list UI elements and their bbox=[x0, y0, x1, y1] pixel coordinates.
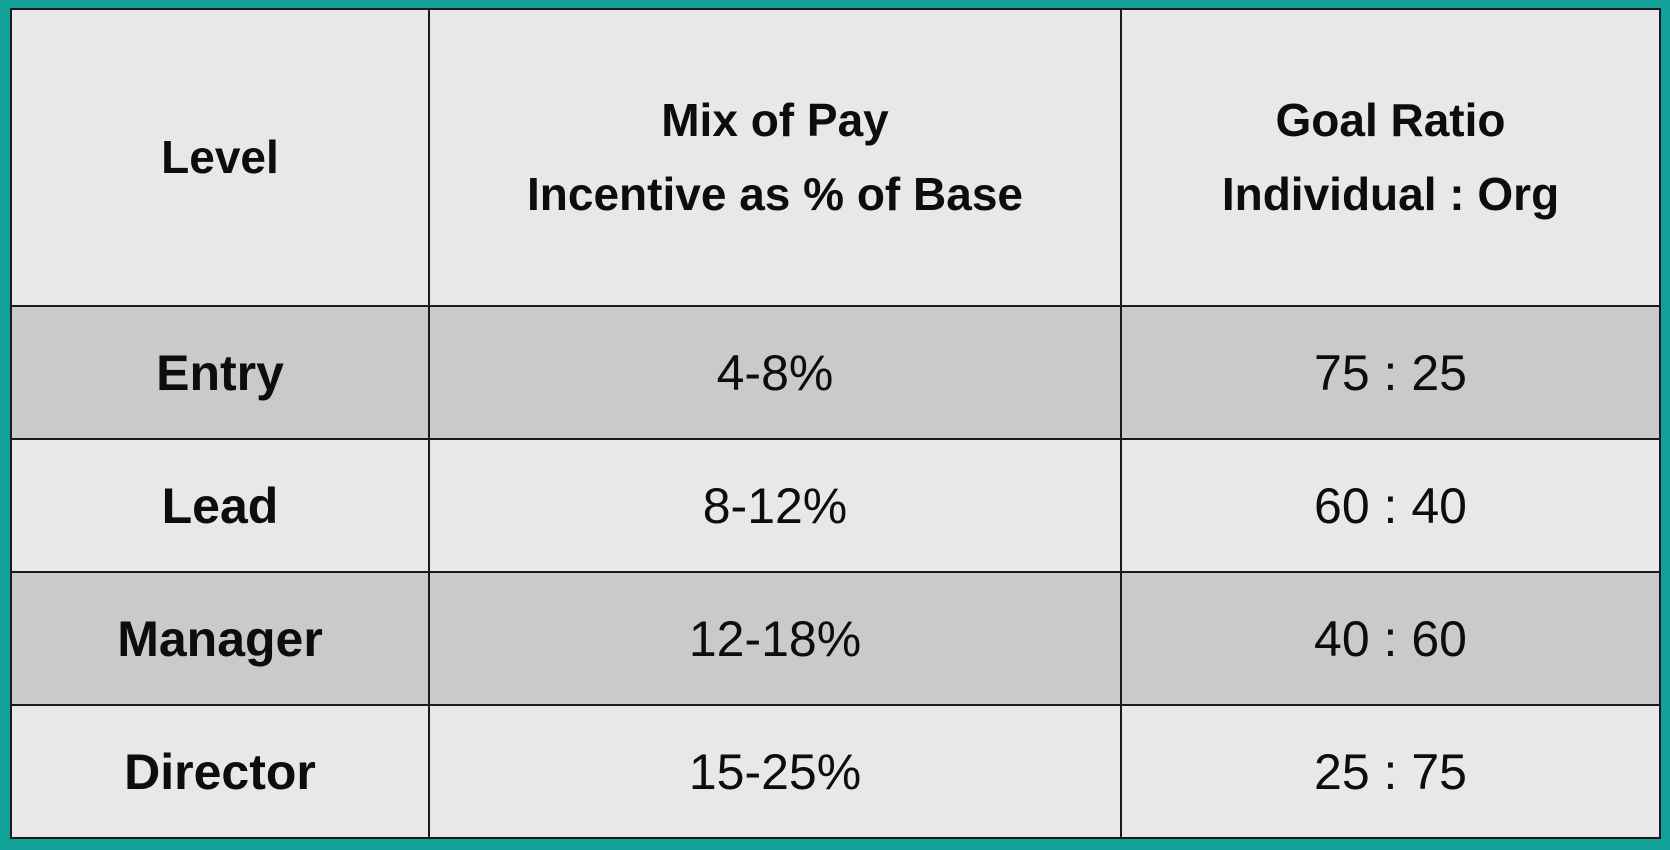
table-cell: Director bbox=[10, 704, 430, 839]
table-cell: 4-8% bbox=[428, 305, 1122, 440]
table-cell: Manager bbox=[10, 571, 430, 706]
header-row: Level Mix of Pay Incentive as % of Base Goa… bbox=[10, 8, 1661, 307]
table-cell: 40 : 60 bbox=[1120, 571, 1661, 706]
table-cell: 60 : 40 bbox=[1120, 438, 1661, 573]
table-cell: 8-12% bbox=[428, 438, 1122, 573]
header-line: Incentive as % of Base bbox=[527, 167, 1023, 220]
pay-table: Level Mix of Pay Incentive as % of Base Goa… bbox=[10, 8, 1661, 839]
table-row: Director 15-25% 25 : 75 bbox=[10, 704, 1661, 839]
table-row: Lead 8-12% 60 : 40 bbox=[10, 438, 1661, 573]
header-cell: Level bbox=[10, 8, 430, 307]
table-row: Entry 4-8% 75 : 25 bbox=[10, 305, 1661, 440]
table-cell: 75 : 25 bbox=[1120, 305, 1661, 440]
header-cell: Mix of Pay Incentive as % of Base bbox=[428, 8, 1122, 307]
table-row: Manager 12-18% 40 : 60 bbox=[10, 571, 1661, 706]
table-cell: Lead bbox=[10, 438, 430, 573]
table-body: Entry 4-8% 75 : 25 Lead 8-12% 60 : 40 Manager 1… bbox=[10, 305, 1661, 839]
table-cell: 12-18% bbox=[428, 571, 1122, 706]
header-line: Level bbox=[161, 130, 279, 183]
table-cell: 25 : 75 bbox=[1120, 704, 1661, 839]
header-line: Goal Ratio bbox=[1275, 93, 1506, 146]
table-cell: 15-25% bbox=[428, 704, 1122, 839]
header-cell: Goal Ratio Individual : Org bbox=[1120, 8, 1661, 307]
table-cell: Entry bbox=[10, 305, 430, 440]
header-line: Individual : Org bbox=[1221, 167, 1560, 220]
header-line: Mix of Pay bbox=[661, 93, 889, 146]
